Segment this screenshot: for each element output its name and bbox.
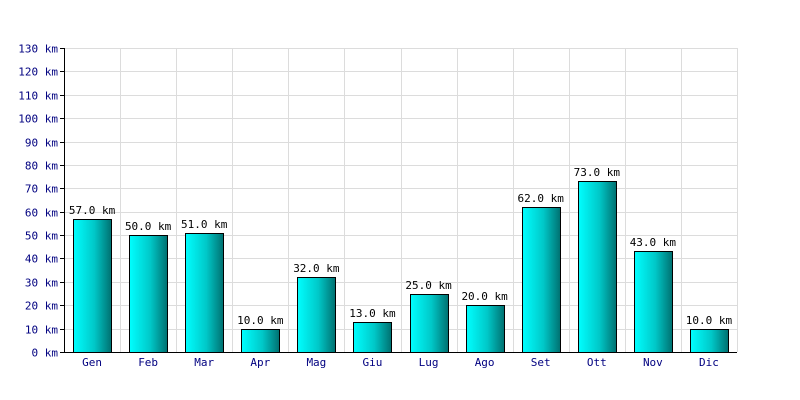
y-tick-label: 90 km: [25, 137, 58, 150]
x-tick-label: Gen: [82, 356, 102, 369]
bars: [73, 181, 729, 353]
data-label: 20.0 km: [461, 290, 508, 303]
bar-feb: [129, 235, 168, 353]
grid: [64, 48, 738, 353]
bar-set: [522, 207, 561, 353]
y-tick-label: 10 km: [25, 324, 58, 337]
bar-apr: [241, 329, 280, 353]
data-label: 10.0 km: [686, 314, 733, 327]
y-tick-label: 30 km: [25, 277, 58, 290]
bar-ago: [466, 305, 505, 353]
x-tick-label: Lug: [419, 356, 439, 369]
bar-mar: [185, 233, 224, 353]
y-tick-label: 100 km: [18, 113, 58, 126]
x-tick-label: Nov: [643, 356, 663, 369]
data-label: 32.0 km: [293, 262, 340, 275]
labels: 0 km 10 km 20 km 30 km 40 km 50 km 60 km 70 km 8…: [18, 43, 732, 370]
y-tick-label: 120 km: [18, 66, 58, 79]
y-tick-label: 40 km: [25, 253, 58, 266]
bar-giu: [353, 322, 392, 353]
bar-mag: [297, 277, 336, 353]
data-label: 62.0 km: [518, 192, 565, 205]
data-label: 13.0 km: [349, 307, 396, 320]
x-tick-label: Mar: [194, 356, 214, 369]
bar-lug: [410, 294, 449, 353]
data-label: 50.0 km: [125, 220, 172, 233]
y-tick-label: 80 km: [25, 160, 58, 173]
y-tick-label: 70 km: [25, 183, 58, 196]
data-label: 57.0 km: [69, 204, 116, 217]
x-tick-label: Ago: [475, 356, 495, 369]
bar-dic: [690, 329, 729, 353]
x-tick-label: Mag: [306, 356, 326, 369]
y-tick-label: 130 km: [18, 43, 58, 56]
data-label: 51.0 km: [181, 218, 228, 231]
data-label: 25.0 km: [405, 279, 452, 292]
axes: [60, 48, 737, 353]
data-label: 73.0 km: [574, 166, 621, 179]
y-tick-label: 50 km: [25, 230, 58, 243]
y-tick-label: 0 km: [32, 347, 59, 360]
x-tick-label: Dic: [699, 356, 719, 369]
bar-gen: [73, 219, 112, 353]
y-tick-label: 110 km: [18, 90, 58, 103]
x-tick-label: Set: [531, 356, 551, 369]
x-tick-label: Apr: [250, 356, 270, 369]
y-tick-label: 60 km: [25, 207, 58, 220]
x-tick-label: Ott: [587, 356, 607, 369]
bar-nov: [634, 251, 673, 353]
y-tick-label: 20 km: [25, 300, 58, 313]
data-label: 10.0 km: [237, 314, 284, 327]
data-label: 43.0 km: [630, 236, 677, 249]
bar-ott: [578, 181, 617, 353]
x-tick-label: Giu: [363, 356, 383, 369]
x-tick-label: Feb: [138, 356, 158, 369]
